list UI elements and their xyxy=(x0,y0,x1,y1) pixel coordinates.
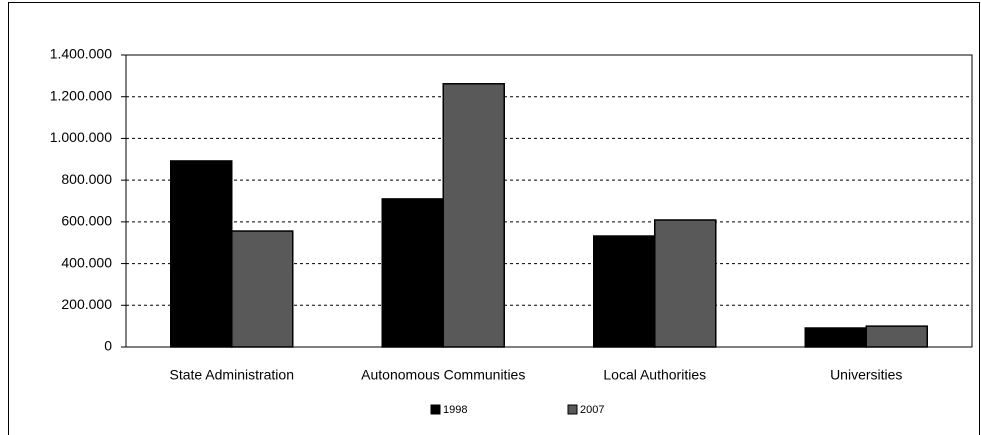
bar xyxy=(865,325,928,348)
x-tick-label: Local Authorities xyxy=(603,367,706,383)
legend-label: 2007 xyxy=(580,404,604,416)
legend-label: 1998 xyxy=(443,404,467,416)
y-tick-label: 400.000 xyxy=(61,254,112,270)
legend: 1998 2007 xyxy=(430,404,604,416)
x-tick-label: Universities xyxy=(830,367,902,383)
y-tick-label: 0 xyxy=(104,338,112,354)
bar xyxy=(381,198,444,348)
y-tick-label: 600.000 xyxy=(61,213,112,229)
legend-swatch xyxy=(567,404,578,415)
bar xyxy=(654,219,717,348)
x-tick-label: Autonomous Communities xyxy=(361,367,525,383)
y-tick-label: 1.000.000 xyxy=(50,129,112,145)
bar xyxy=(804,327,867,348)
bar xyxy=(231,230,294,348)
y-tick-label: 1.400.000 xyxy=(50,46,112,62)
x-tick-label: State Administration xyxy=(169,367,294,383)
y-tick-label: 200.000 xyxy=(61,296,112,312)
legend-swatch xyxy=(430,404,441,415)
y-tick-label: 800.000 xyxy=(61,171,112,187)
bar xyxy=(442,83,505,348)
y-tick-label: 1.200.000 xyxy=(50,87,112,103)
bar xyxy=(593,235,656,348)
bar xyxy=(170,160,233,348)
